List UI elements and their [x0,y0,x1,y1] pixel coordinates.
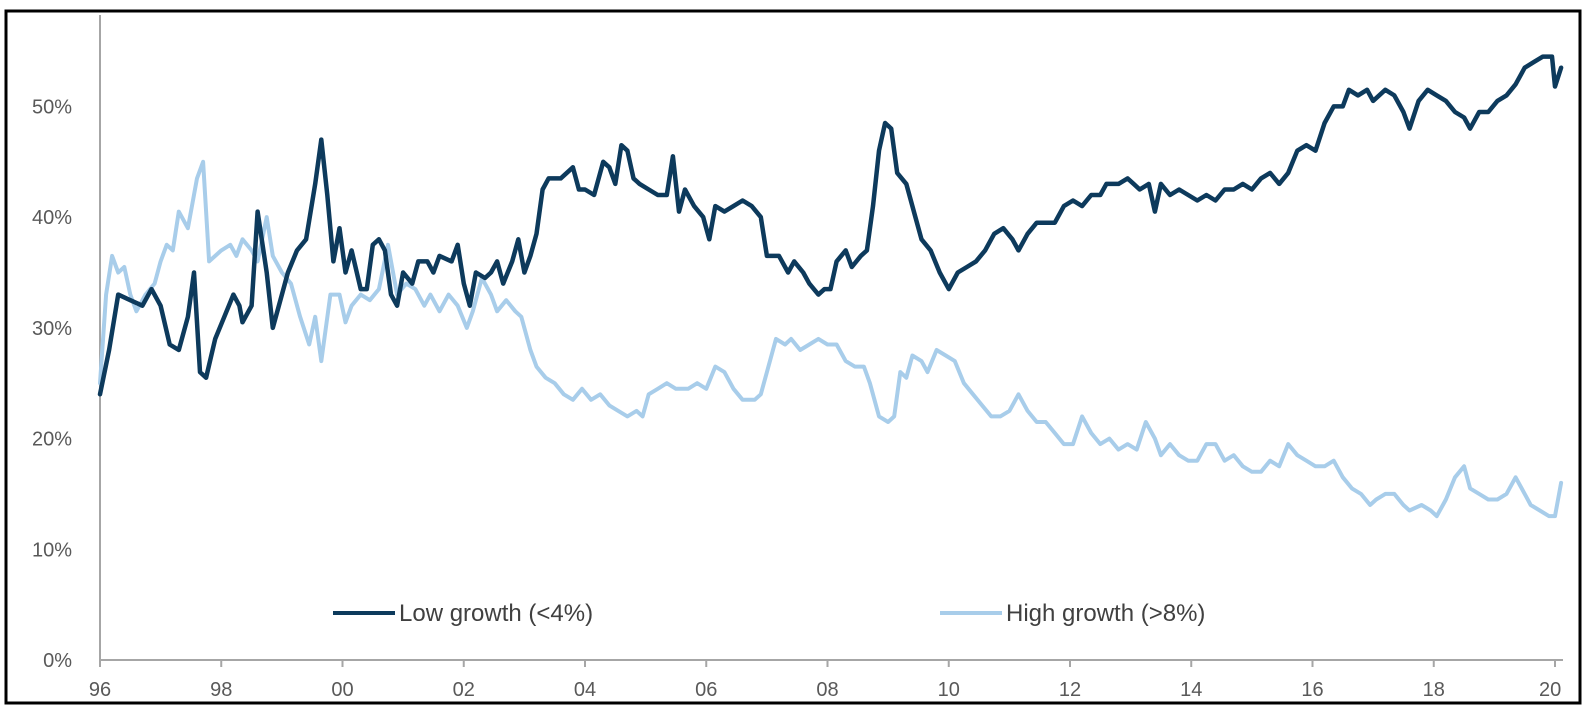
y-tick-label: 0% [43,650,72,672]
y-tick-label: 50% [32,96,72,118]
x-tick-label: 06 [695,679,717,701]
x-tick-label: 98 [210,679,232,701]
x-tick-label: 02 [453,679,475,701]
legend-label-0: Low growth (<4%) [399,600,593,627]
x-tick-label: 18 [1423,679,1445,701]
y-axis: 0% 10% 20% 30% 40% 50% [32,15,101,672]
x-tick-label: 14 [1180,679,1202,701]
series-line-0 [97,54,1564,397]
series-line-1 [98,159,1564,519]
x-axis: 96 98 00 02 04 06 08 10 12 14 16 18 20 [89,659,1563,701]
x-tick-label: 04 [574,679,596,701]
y-tick-label: 20% [32,429,72,451]
legend-label-1: High growth (>8%) [1006,600,1205,627]
x-tick-label: 16 [1301,679,1323,701]
legend: Low growth (<4%) High growth (>8%) [333,600,1205,627]
x-tick-label: 12 [1059,679,1081,701]
x-tick-label: 20 [1539,679,1561,701]
y-tick-label: 40% [32,207,72,229]
y-tick-label: 30% [32,318,72,340]
chart-frame [4,9,1582,705]
series-lines [97,54,1564,519]
x-tick-label: 08 [816,679,838,701]
x-tick-label: 96 [89,679,111,701]
y-tick-label: 10% [32,539,72,561]
x-tick-label: 10 [938,679,960,701]
x-tick-label: 00 [331,679,353,701]
